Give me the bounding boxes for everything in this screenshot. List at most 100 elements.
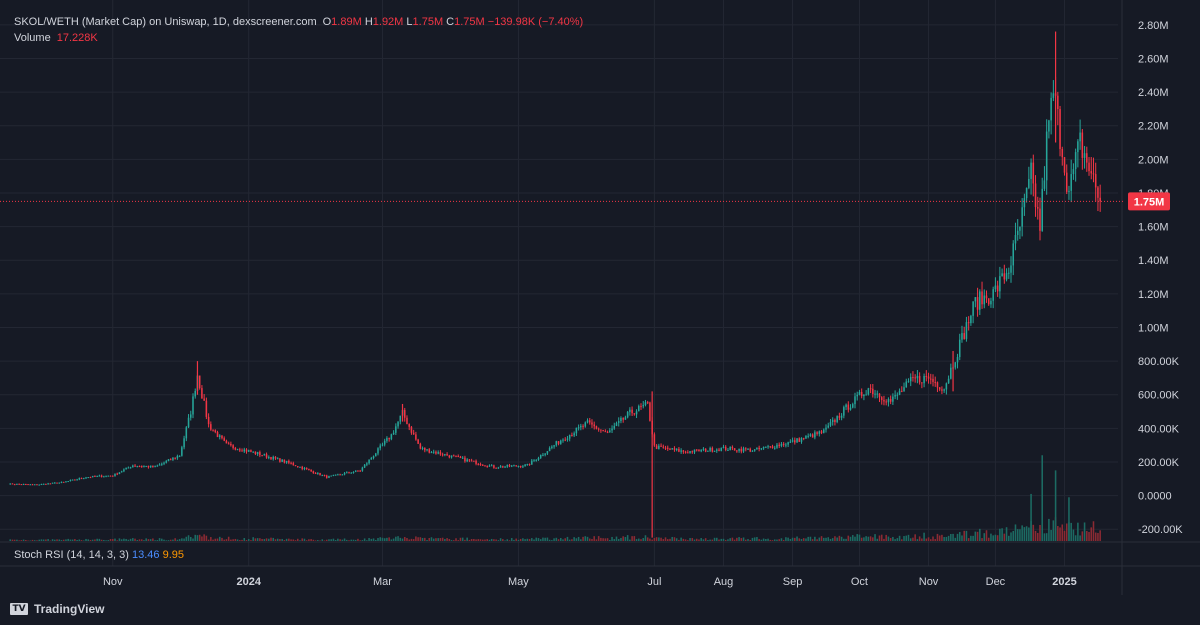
volume-bar bbox=[557, 539, 560, 541]
tradingview-brand[interactable]: TV TradingView bbox=[10, 602, 104, 616]
volume-bar bbox=[720, 538, 723, 541]
volume-bar bbox=[303, 538, 306, 541]
volume-bar bbox=[192, 538, 194, 541]
volume-bar bbox=[1036, 532, 1039, 541]
candle-body bbox=[707, 450, 709, 452]
volume-bar bbox=[488, 539, 491, 541]
candle-body bbox=[241, 450, 243, 452]
volume-bar bbox=[100, 539, 103, 541]
price-tick-label: 400.00K bbox=[1138, 423, 1180, 435]
candle-body bbox=[782, 443, 785, 445]
volume-bar bbox=[196, 535, 199, 541]
candle-body bbox=[1057, 95, 1059, 109]
candle-body bbox=[941, 389, 943, 391]
volume-bar bbox=[622, 536, 624, 541]
volume-bar bbox=[145, 538, 147, 541]
volume-bar bbox=[152, 538, 154, 541]
candle-body bbox=[880, 397, 883, 401]
candle-body bbox=[256, 452, 259, 454]
candle-body bbox=[751, 450, 754, 452]
candle-body bbox=[851, 404, 854, 408]
candle-body bbox=[889, 398, 892, 402]
candle-body bbox=[464, 457, 466, 462]
candle-body bbox=[350, 472, 353, 474]
candle-body bbox=[9, 483, 12, 485]
volume-bar bbox=[671, 536, 673, 541]
volume-bar bbox=[352, 539, 355, 541]
candle-body bbox=[606, 431, 609, 433]
legend-title: SKOL/WETH (Market Cap) on Uniswap, 1D, d… bbox=[14, 16, 317, 28]
candle-body bbox=[89, 477, 92, 479]
candle-body bbox=[85, 477, 87, 479]
candle-body bbox=[914, 377, 916, 379]
candle-body bbox=[709, 447, 711, 451]
candle-body bbox=[825, 427, 827, 430]
candle-body bbox=[321, 475, 324, 477]
volume-bar bbox=[129, 538, 132, 541]
volume-bar bbox=[473, 538, 475, 541]
volume-bar bbox=[845, 538, 847, 541]
candle-body bbox=[339, 474, 341, 476]
candle-body bbox=[111, 475, 114, 477]
volume-bar bbox=[439, 538, 442, 541]
candle-body bbox=[972, 301, 974, 316]
candle-body bbox=[546, 451, 549, 454]
volume-bar bbox=[1065, 523, 1068, 541]
candle-body bbox=[731, 447, 734, 449]
candle-body bbox=[894, 395, 896, 397]
candle-body bbox=[526, 464, 529, 466]
candle-body bbox=[789, 441, 792, 443]
candle-body bbox=[183, 438, 185, 448]
volume-bar bbox=[201, 536, 203, 541]
volume-bar bbox=[733, 539, 736, 541]
candle-body bbox=[270, 456, 272, 460]
candle-body bbox=[856, 394, 858, 397]
volume-bar bbox=[809, 536, 812, 541]
candle-body bbox=[1052, 93, 1055, 98]
volume-bar bbox=[178, 539, 181, 541]
volume-bar bbox=[932, 536, 934, 541]
candle-body bbox=[239, 449, 241, 451]
candle-body bbox=[1045, 131, 1048, 181]
volume-bar bbox=[758, 539, 760, 541]
candle-body bbox=[236, 449, 239, 451]
candle-body bbox=[660, 445, 662, 447]
candle-body bbox=[415, 434, 417, 440]
candle-body bbox=[406, 417, 408, 425]
volume-bar bbox=[205, 535, 208, 541]
volume-bars bbox=[9, 455, 1101, 541]
volume-bar bbox=[361, 540, 364, 541]
volume-bar bbox=[1043, 533, 1046, 541]
volume-bar bbox=[847, 535, 850, 541]
candle-body bbox=[178, 455, 181, 457]
volume-bar bbox=[490, 538, 493, 541]
candle-body bbox=[386, 438, 388, 441]
volume-bar bbox=[704, 538, 707, 541]
candle-body bbox=[693, 449, 696, 453]
candle-body bbox=[827, 425, 830, 428]
candle-body bbox=[105, 475, 107, 477]
volume-bar bbox=[76, 540, 78, 541]
volume-bar bbox=[80, 540, 83, 541]
candle-body bbox=[689, 451, 691, 453]
volume-bar bbox=[776, 539, 778, 541]
candle-body bbox=[615, 422, 618, 426]
candle-body bbox=[938, 387, 941, 390]
volume-bar bbox=[1045, 533, 1048, 541]
candle-body bbox=[909, 377, 912, 382]
volume-bar bbox=[958, 532, 961, 541]
candle-body bbox=[207, 416, 210, 425]
candle-body bbox=[473, 460, 475, 462]
candle-body bbox=[539, 454, 542, 458]
candle-body bbox=[116, 473, 118, 475]
candle-body bbox=[212, 429, 214, 431]
volume-bar bbox=[1019, 529, 1021, 541]
candle-body bbox=[582, 425, 584, 427]
candle-body bbox=[820, 431, 823, 433]
candle-body bbox=[1028, 178, 1030, 188]
candle-body bbox=[252, 451, 254, 453]
volume-bar bbox=[658, 537, 660, 541]
candle-body bbox=[100, 475, 103, 477]
volume-bar bbox=[633, 536, 636, 541]
